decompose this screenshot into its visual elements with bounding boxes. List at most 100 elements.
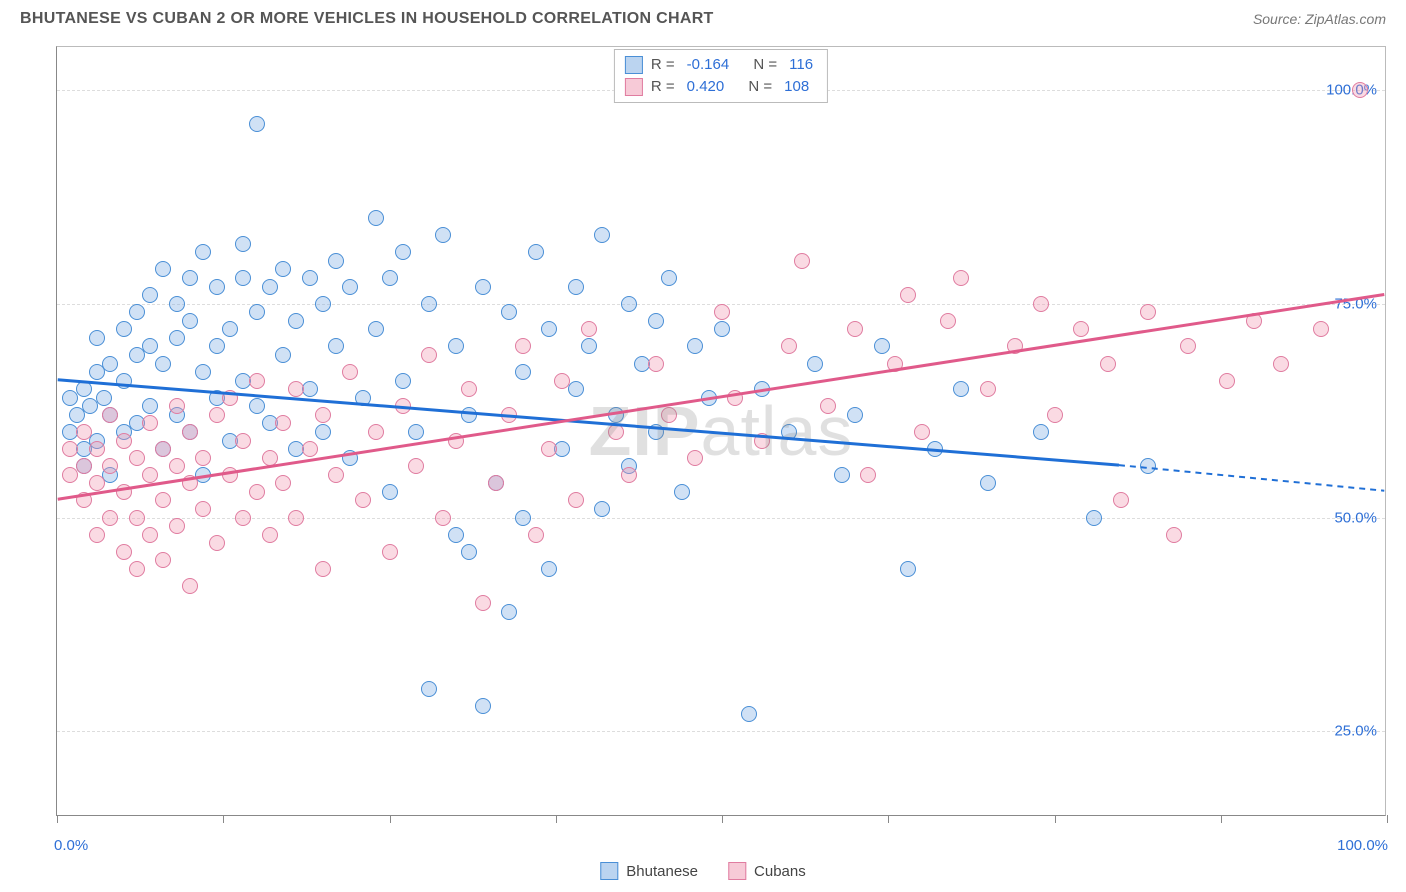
- swatch-cubans-icon: [625, 78, 643, 96]
- scatter-point: [328, 338, 344, 354]
- scatter-point: [1033, 296, 1049, 312]
- scatter-point: [488, 475, 504, 491]
- n-value-cubans: 108: [784, 76, 809, 98]
- y-tick-label: 25.0%: [1334, 723, 1377, 740]
- scatter-point: [608, 424, 624, 440]
- scatter-point: [195, 450, 211, 466]
- scatter-point: [288, 510, 304, 526]
- scatter-point: [129, 510, 145, 526]
- scatter-point: [648, 356, 664, 372]
- scatter-point: [661, 270, 677, 286]
- scatter-point: [209, 535, 225, 551]
- scatter-point: [182, 270, 198, 286]
- correlation-stats-box: R = -0.164 N = 116 R = 0.420 N = 108: [614, 49, 828, 103]
- scatter-point: [116, 373, 132, 389]
- trend-lines-layer: [57, 47, 1385, 815]
- scatter-point: [594, 501, 610, 517]
- scatter-point: [1313, 321, 1329, 337]
- legend-item-cubans: Cubans: [728, 862, 806, 880]
- scatter-point: [501, 407, 517, 423]
- scatter-point: [515, 338, 531, 354]
- scatter-point: [169, 296, 185, 312]
- scatter-point: [621, 296, 637, 312]
- x-tick: [223, 815, 224, 823]
- scatter-point: [249, 373, 265, 389]
- chart-title: BHUTANESE VS CUBAN 2 OR MORE VEHICLES IN…: [20, 10, 714, 28]
- scatter-point: [355, 390, 371, 406]
- scatter-point: [568, 279, 584, 295]
- scatter-point: [235, 433, 251, 449]
- scatter-point: [581, 321, 597, 337]
- scatter-point: [209, 279, 225, 295]
- x-tick: [1387, 815, 1388, 823]
- scatter-point: [900, 561, 916, 577]
- scatter-point: [1180, 338, 1196, 354]
- scatter-point: [262, 279, 278, 295]
- scatter-point: [368, 321, 384, 337]
- scatter-point: [820, 398, 836, 414]
- r-label: R =: [651, 54, 675, 76]
- scatter-point: [76, 492, 92, 508]
- scatter-point: [182, 424, 198, 440]
- scatter-point: [741, 706, 757, 722]
- scatter-point: [900, 287, 916, 303]
- scatter-point: [648, 313, 664, 329]
- scatter-point: [1073, 321, 1089, 337]
- scatter-point: [249, 484, 265, 500]
- scatter-point: [142, 467, 158, 483]
- scatter-point: [355, 492, 371, 508]
- scatter-point: [528, 244, 544, 260]
- y-tick-label: 75.0%: [1334, 295, 1377, 312]
- x-axis-min-label: 0.0%: [54, 837, 88, 854]
- scatter-point: [661, 407, 677, 423]
- scatter-point: [315, 407, 331, 423]
- scatter-point: [847, 321, 863, 337]
- scatter-point: [953, 381, 969, 397]
- scatter-point: [129, 450, 145, 466]
- scatter-point: [328, 253, 344, 269]
- scatter-point: [1113, 492, 1129, 508]
- scatter-point: [89, 527, 105, 543]
- scatter-point: [96, 390, 112, 406]
- scatter-point: [701, 390, 717, 406]
- scatter-point: [142, 527, 158, 543]
- scatter-point: [860, 467, 876, 483]
- scatter-point: [1086, 510, 1102, 526]
- scatter-point: [887, 356, 903, 372]
- scatter-point: [914, 424, 930, 440]
- scatter-point: [169, 458, 185, 474]
- x-tick: [1221, 815, 1222, 823]
- scatter-point: [275, 261, 291, 277]
- scatter-point: [275, 475, 291, 491]
- scatter-point: [475, 698, 491, 714]
- scatter-point: [235, 236, 251, 252]
- scatter-point: [940, 313, 956, 329]
- scatter-point: [155, 552, 171, 568]
- scatter-point: [980, 381, 996, 397]
- x-tick: [57, 815, 58, 823]
- scatter-point: [302, 270, 318, 286]
- scatter-point: [76, 381, 92, 397]
- scatter-point: [382, 544, 398, 560]
- swatch-bhutanese-icon: [600, 862, 618, 880]
- scatter-point: [435, 227, 451, 243]
- scatter-point: [475, 595, 491, 611]
- r-value-cubans: 0.420: [687, 76, 725, 98]
- scatter-point: [195, 501, 211, 517]
- scatter-point: [155, 492, 171, 508]
- scatter-point: [874, 338, 890, 354]
- scatter-point: [421, 347, 437, 363]
- scatter-point: [116, 433, 132, 449]
- scatter-point: [541, 561, 557, 577]
- scatter-point: [142, 398, 158, 414]
- scatter-point: [209, 407, 225, 423]
- scatter-point: [408, 424, 424, 440]
- scatter-point: [648, 424, 664, 440]
- scatter-point: [222, 467, 238, 483]
- scatter-point: [408, 458, 424, 474]
- legend-item-bhutanese: Bhutanese: [600, 862, 698, 880]
- watermark-zip: ZIP: [589, 392, 701, 470]
- scatter-point: [714, 321, 730, 337]
- scatter-point: [980, 475, 996, 491]
- scatter-point: [421, 681, 437, 697]
